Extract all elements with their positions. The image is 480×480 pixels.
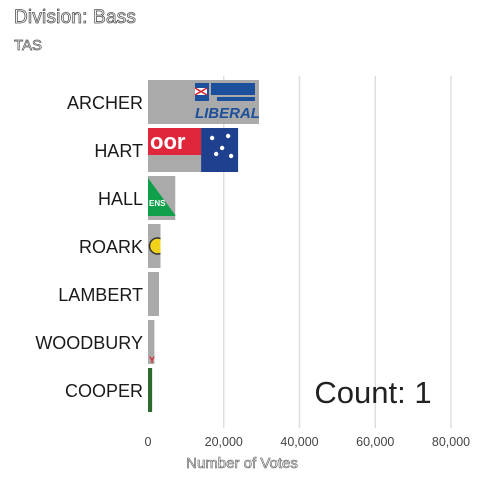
x-tick-label: 0 [145, 435, 152, 449]
liberal-logo: LIBERAL [194, 83, 260, 122]
yellow-party-logo [148, 237, 161, 255]
greens-logo: ENS [148, 178, 176, 216]
category-label: HART [94, 141, 143, 161]
red-party-logo: Y [149, 355, 155, 365]
labor-logo: oor [148, 128, 239, 172]
category-label: WOODBURY [35, 333, 143, 353]
x-tick-label: 20,000 [205, 435, 243, 449]
x-tick-label: 80,000 [432, 435, 470, 449]
x-axis-label: Number of Votes [186, 455, 298, 472]
count-annotation: Count: 1 [314, 375, 431, 410]
logo-text: oor [150, 129, 186, 154]
category-label: ROARK [79, 237, 143, 257]
green-party-logo [148, 368, 153, 412]
logo-text: ENS [149, 199, 166, 208]
chart-subtitle: TAS [14, 37, 43, 55]
category-label: LAMBERT [58, 285, 143, 305]
logo-text: LIBERAL [195, 105, 260, 122]
bar [148, 320, 155, 364]
category-label: HALL [98, 189, 143, 209]
category-label: COOPER [65, 381, 143, 401]
category-label: ARCHER [67, 93, 143, 113]
x-tick-label: 40,000 [280, 435, 318, 449]
bar [148, 272, 159, 316]
chart-title: Division: Bass [14, 7, 137, 29]
x-tick-label: 60,000 [356, 435, 394, 449]
logo-text: Y [149, 355, 155, 365]
